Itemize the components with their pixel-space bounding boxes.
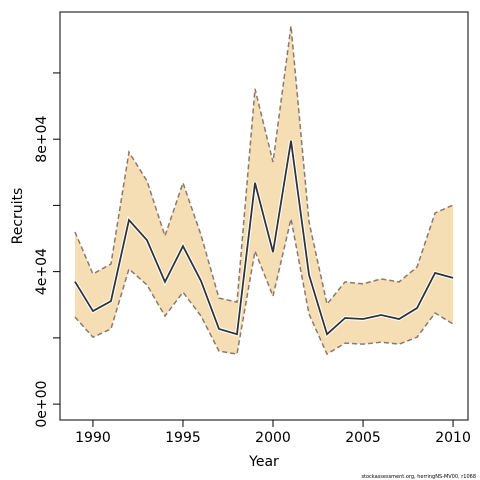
- lower-bound: [74, 218, 454, 356]
- x-tick-label: 2000: [255, 430, 291, 446]
- estimate-line: [74, 140, 454, 336]
- y-tick-label: 8e+04: [34, 116, 50, 163]
- x-axis-title: Year: [248, 454, 279, 470]
- x-tick-label: 2005: [345, 430, 381, 446]
- y-tick-label: 0e+00: [34, 381, 50, 428]
- y-tick-label: 4e+04: [34, 248, 50, 295]
- footnote: stockassessment.org, herringNS-MV00, r10…: [361, 474, 476, 480]
- y-axis-title: Recruits: [10, 188, 26, 245]
- x-tick-label: 1995: [165, 430, 201, 446]
- confidence-band: [74, 25, 454, 355]
- x-tick-label: 1990: [75, 430, 111, 446]
- plot-frame: [59, 11, 469, 421]
- upper-bound: [74, 25, 454, 306]
- x-tick-label: 2010: [435, 430, 471, 446]
